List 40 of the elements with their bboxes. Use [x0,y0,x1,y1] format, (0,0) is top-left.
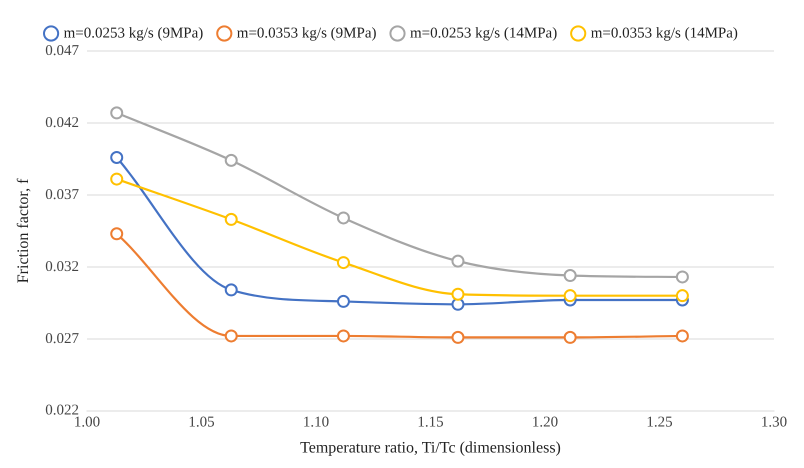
point [676,329,689,342]
y-tick-label: 0.042 [45,114,79,131]
point [564,289,577,302]
point [110,106,124,120]
legend-label: m=0.0253 kg/s (9MPa) [64,25,204,42]
point [564,269,577,282]
point [451,254,464,268]
point [451,298,464,311]
point [224,212,238,226]
x-tick-label: 1.20 [532,414,558,431]
x-tick-label: 1.30 [760,414,788,431]
y-axis-title: Friction factor, f [14,178,32,284]
legend-label: m=0.0253 kg/s (14MPa) [410,25,558,42]
x-tick-label: 1.00 [74,414,100,431]
point [336,211,350,224]
point [564,330,577,344]
point [336,256,350,270]
point [336,329,350,342]
x-tick-label: 1.10 [302,414,330,431]
point [110,227,124,240]
point [110,172,124,186]
x-axis-title: Temperature ratio, Ti/Tc (dimensionless) [300,440,561,457]
y-tick-label: 0.047 [45,42,80,59]
y-tick-label: 0.027 [45,330,80,347]
point [676,270,689,284]
point [451,330,464,344]
x-tick-label: 1.15 [417,414,444,431]
y-tick-label: 0.037 [45,186,80,203]
x-tick-label: 1.05 [188,414,215,431]
point [224,329,238,342]
point [224,154,238,167]
y-tick-label: 0.032 [45,258,79,275]
point [110,151,124,164]
point [224,283,238,296]
x-tick-label: 1.25 [646,414,673,431]
legend-label: m=0.0353 kg/s (9MPa) [236,25,377,42]
point [336,294,350,308]
legend-label: m=0.0353 kg/s (14MPa) [590,25,738,42]
point [676,289,689,302]
point [451,288,464,301]
